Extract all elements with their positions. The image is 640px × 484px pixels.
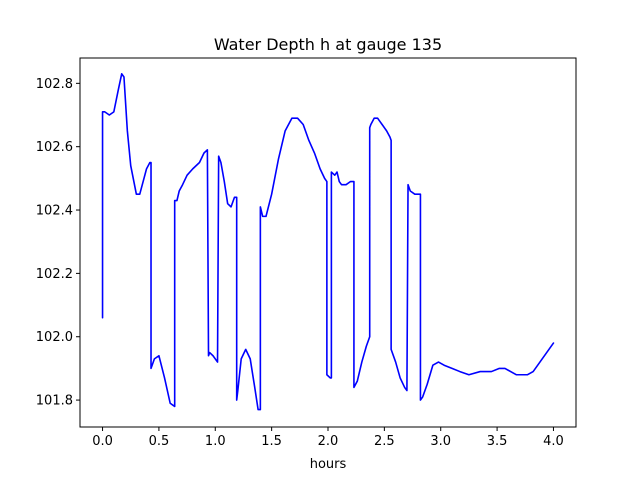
series-line-0 <box>101 73 555 411</box>
x-tick-label: 3.0 <box>430 434 451 449</box>
x-tick-label: 1.0 <box>205 434 226 449</box>
x-tick-label: 3.5 <box>487 434 508 449</box>
chart-title: Water Depth h at gauge 135 <box>214 35 442 54</box>
x-axis-label: hours <box>310 457 347 472</box>
y-axis-ticks: 101.8 102.0 102.2 102.4 102.6 102.8 <box>36 77 80 409</box>
y-tick-label: 101.8 <box>36 394 73 409</box>
x-tick-label: 1.5 <box>261 434 282 449</box>
x-tick-label: 2.5 <box>374 434 395 449</box>
x-tick-label: 2.0 <box>318 434 339 449</box>
y-tick-label: 102.2 <box>36 267 73 282</box>
y-tick-label: 102.4 <box>36 204 73 219</box>
plot-layer <box>101 73 555 411</box>
y-tick-label: 102.8 <box>36 77 73 92</box>
y-tick-label: 102.0 <box>36 330 73 345</box>
x-tick-label: 4.0 <box>543 434 564 449</box>
x-axis-ticks: 0.0 0.5 1.0 1.5 2.0 2.5 3.0 3.5 4.0 <box>92 427 564 449</box>
y-tick-label: 102.6 <box>36 140 73 155</box>
x-tick-label: 0.5 <box>149 434 170 449</box>
x-tick-label: 0.0 <box>92 434 113 449</box>
